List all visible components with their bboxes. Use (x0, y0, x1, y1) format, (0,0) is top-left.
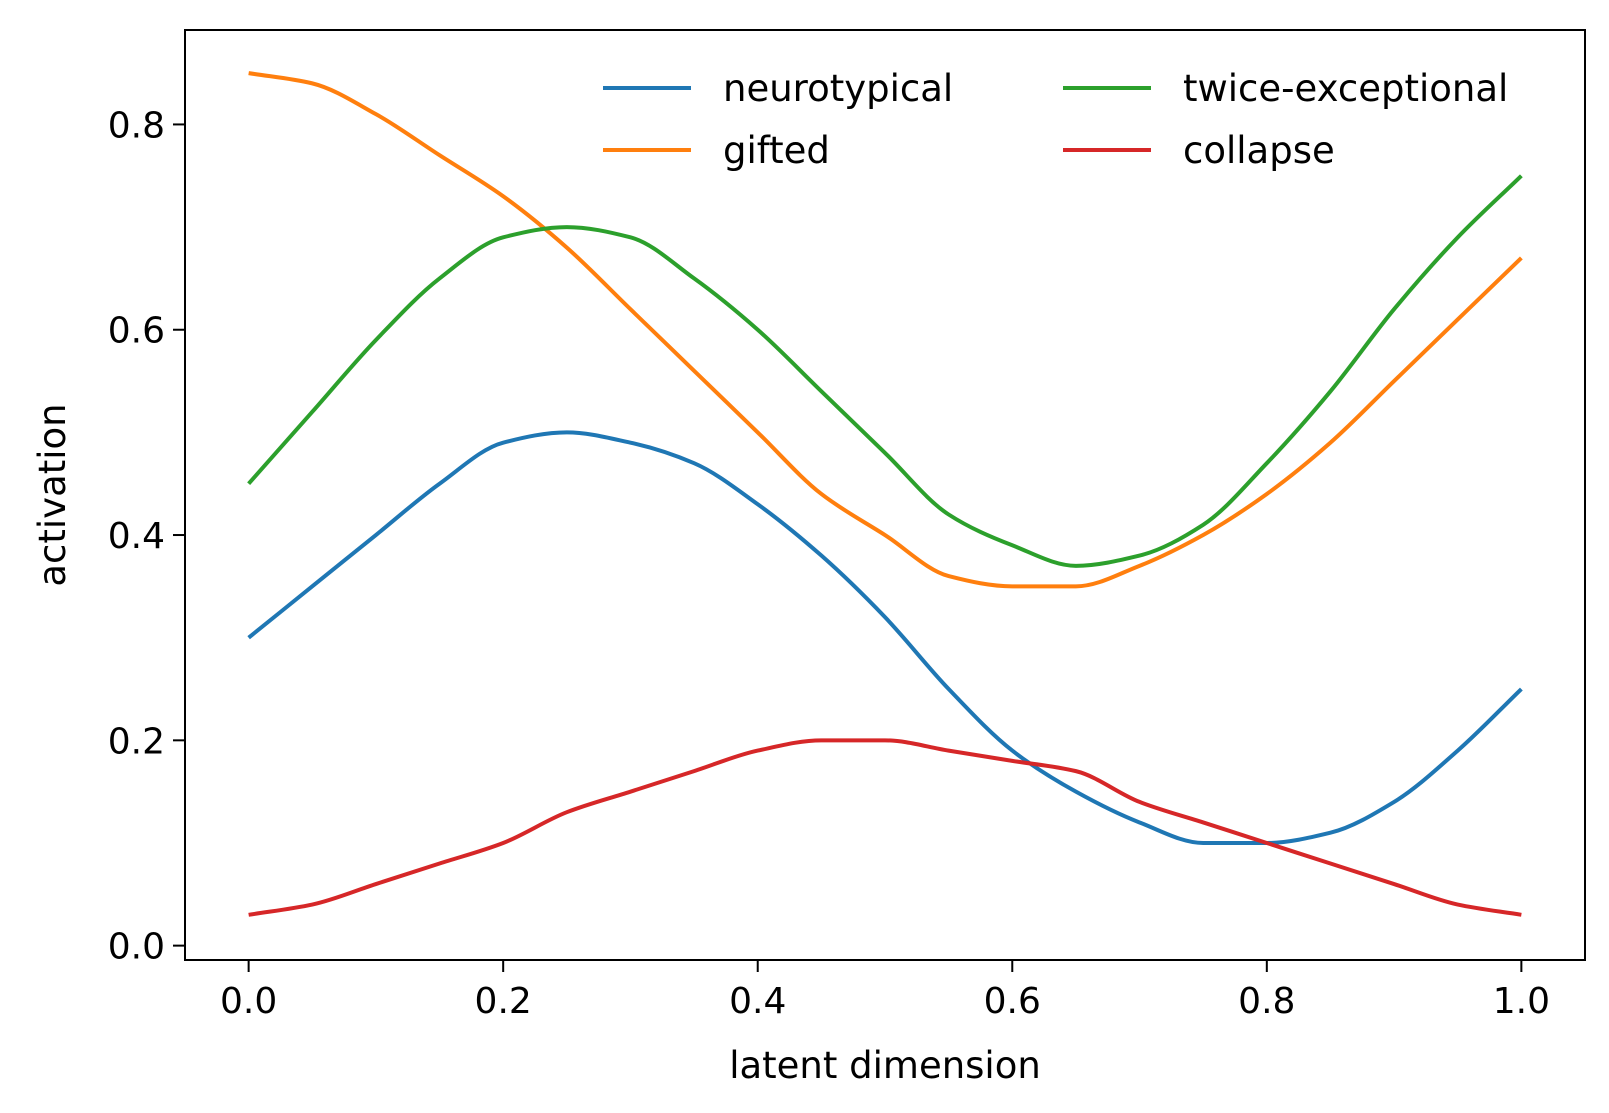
series-line-collapse (248, 738, 1522, 917)
series-line-twice-exceptional (247, 174, 1523, 568)
y-tick-label: 0.4 (108, 516, 165, 557)
y-tick-label: 0.0 (108, 927, 165, 968)
x-tick-label: 0.6 (984, 981, 1041, 1022)
y-axis-label: activation (31, 403, 74, 586)
y-axis-ticks: 0.0 0.2 0.4 0.6 0.8 (108, 105, 185, 968)
y-tick-label: 0.2 (108, 721, 165, 762)
x-tick-label: 1.0 (1493, 981, 1550, 1022)
legend-label-twice-exceptional: twice-exceptional (1183, 67, 1508, 110)
x-axis-ticks: 0.0 0.2 0.4 0.6 0.8 1.0 (220, 960, 1550, 1022)
legend-label-collapse: collapse (1183, 129, 1335, 172)
series-line-gifted (248, 71, 1523, 589)
legend: neurotypical gifted twice-exceptional colla… (603, 67, 1508, 172)
y-tick-label: 0.6 (108, 311, 165, 352)
legend-label-gifted: gifted (723, 129, 830, 172)
x-tick-label: 0.4 (729, 981, 786, 1022)
plot-frame (184, 29, 1586, 961)
x-tick-label: 0.8 (1238, 981, 1295, 1022)
x-tick-label: 0.0 (220, 981, 277, 1022)
x-axis-label: latent dimension (729, 1044, 1041, 1087)
y-tick-label: 0.8 (108, 105, 165, 146)
series-layer (247, 71, 1523, 917)
series-line-neurotypical (247, 430, 1523, 845)
x-tick-label: 0.2 (475, 981, 532, 1022)
legend-label-neurotypical: neurotypical (723, 67, 953, 110)
